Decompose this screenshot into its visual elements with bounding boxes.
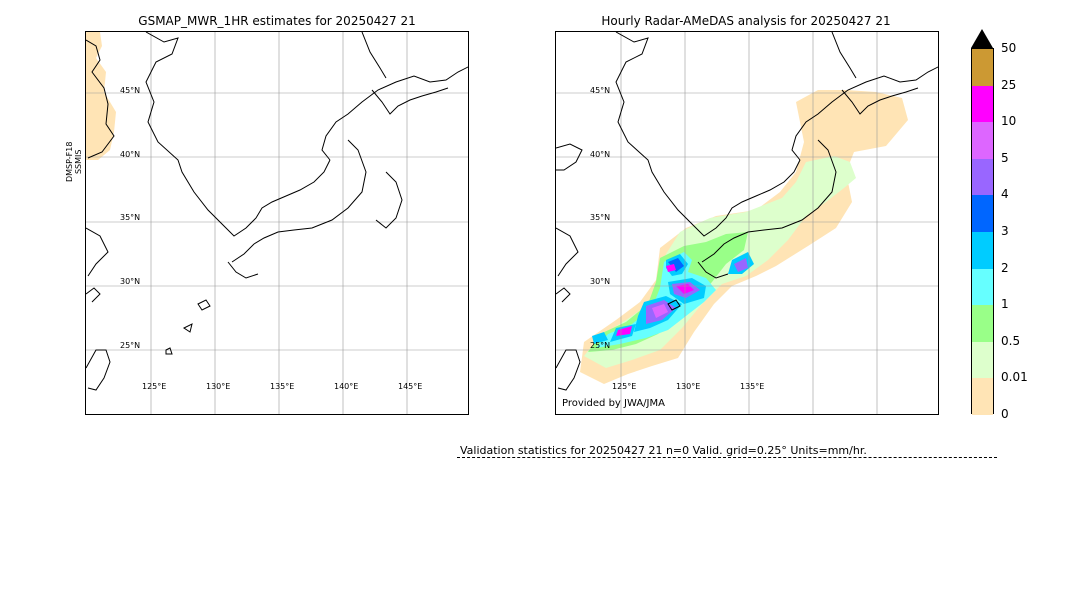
colorbar-tick-label: 0.5 <box>1001 333 1021 348</box>
colorbar-tick-label: 0.01 <box>1001 370 1028 385</box>
colorbar-tick-label: 0 <box>1001 407 1009 421</box>
colorbar-tick-label: 3 <box>1001 224 1009 238</box>
validation-statistics: Validation statistics for 20250427 21 n=… <box>460 444 867 457</box>
left-mainland-fill <box>86 32 116 160</box>
right-lat-label-40: 40°N <box>590 150 611 159</box>
left-coastlines <box>86 32 468 391</box>
left-lat-label-25: 25°N <box>120 341 141 350</box>
colorbar-segment <box>972 268 993 306</box>
data-credit: Provided by JWA/JMA <box>562 398 665 409</box>
colorbar-segment <box>972 195 993 233</box>
colorbar-tick-label: 25 <box>1001 77 1017 92</box>
satellite-label: DMSP-F18 SSMIS <box>65 141 83 182</box>
validation-dashed-line <box>457 457 997 458</box>
colorbar-segment <box>972 85 993 123</box>
colorbar-segment <box>972 305 993 343</box>
colorbar-segment <box>972 158 993 196</box>
left-lon-label-145: 145°E <box>398 382 423 391</box>
left-map-svg <box>86 32 468 414</box>
left-lon-label-130: 130°E <box>206 382 231 391</box>
right-lat-label-45: 45°N <box>590 86 611 95</box>
left-lat-label-40: 40°N <box>120 150 141 159</box>
left-lat-label-35: 35°N <box>120 213 141 222</box>
right-lon-label-130: 130°E <box>676 382 701 391</box>
colorbar-tick-label: 2 <box>1001 260 1009 275</box>
right-coastlines <box>556 32 938 391</box>
right-lon-label-135: 135°E <box>740 382 765 391</box>
rain-field <box>580 90 908 384</box>
colorbar-tick-label: 10 <box>1001 114 1017 129</box>
right-map-panel: 45°N 40°N 35°N 30°N 25°N 125°E 130°E 135… <box>555 31 939 415</box>
right-lat-label-25: 25°N <box>590 341 611 350</box>
left-lon-label-125: 125°E <box>142 382 167 391</box>
right-panel-title: Hourly Radar-AMeDAS analysis for 2025042… <box>601 14 891 28</box>
left-lat-label-45: 45°N <box>120 86 141 95</box>
left-panel-title: GSMAP_MWR_1HR estimates for 20250427 21 <box>138 14 416 28</box>
right-lon-label-125: 125°E <box>612 382 637 391</box>
right-map-svg <box>556 32 938 414</box>
colorbar-segment <box>972 49 993 87</box>
left-grid <box>86 32 468 414</box>
left-lat-label-30: 30°N <box>120 277 141 286</box>
right-lat-label-35: 35°N <box>590 213 611 222</box>
colorbar-segment <box>972 378 993 416</box>
colorbar-segment <box>972 232 993 270</box>
colorbar-segment <box>972 341 993 379</box>
colorbar-overflow-triangle <box>971 29 993 48</box>
colorbar-tick-label: 4 <box>1001 187 1009 202</box>
colorbar-segment <box>972 122 993 160</box>
colorbar-tick-label: 50 <box>1001 41 1017 55</box>
left-lon-label-135: 135°E <box>270 382 295 391</box>
left-map-panel: 45°N 40°N 35°N 30°N 25°N 125°E 130°E 135… <box>85 31 469 415</box>
right-lat-label-30: 30°N <box>590 277 611 286</box>
colorbar-tick-label: 1 <box>1001 297 1009 312</box>
colorbar-tick-label: 5 <box>1001 150 1009 165</box>
colorbar <box>971 48 994 416</box>
left-lon-label-140: 140°E <box>334 382 359 391</box>
